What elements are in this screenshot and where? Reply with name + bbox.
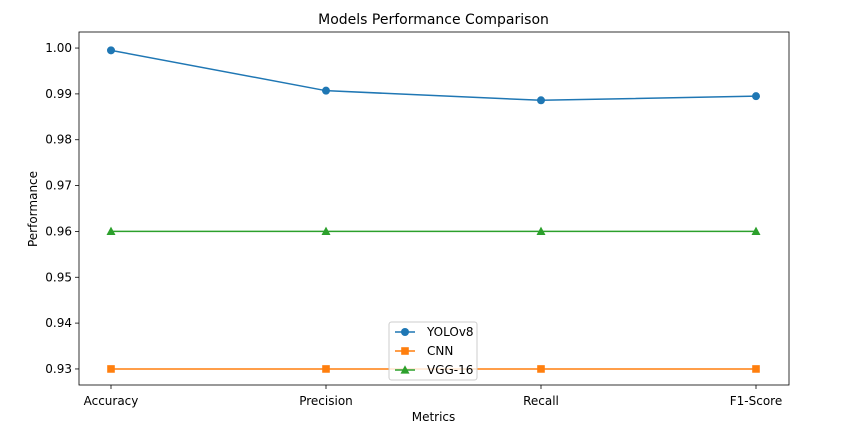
y-tick-label: 1.00 xyxy=(45,41,72,55)
data-point-yolov8 xyxy=(537,96,545,105)
data-point-yolov8 xyxy=(107,46,115,55)
x-tick-label: Precision xyxy=(299,394,353,408)
x-axis-label: Metrics xyxy=(412,410,456,424)
legend-label-yolov8: YOLOv8 xyxy=(426,325,474,339)
y-tick-label: 0.99 xyxy=(45,87,72,101)
series-line-yolov8 xyxy=(110,49,757,102)
data-point-cnn xyxy=(537,365,545,373)
x-tick-label: Recall xyxy=(523,394,559,408)
plot-area: 0.93 0.94 0.95 0.96 0.97 0.98 0.99 1.00 Accuracy… xyxy=(45,31,790,408)
legend-marker-vgg-16 xyxy=(400,365,410,374)
y-tick-label: 0.96 xyxy=(45,224,72,238)
data-point-cnn xyxy=(322,365,330,373)
legend-box xyxy=(388,321,478,381)
y-axis-label: Performance xyxy=(26,171,40,247)
legend-label-vgg-16: VGG-16 xyxy=(427,363,473,377)
y-tick-label: 0.93 xyxy=(45,362,72,376)
y-tick-label: 0.98 xyxy=(45,133,72,147)
data-point-yolov8 xyxy=(322,86,330,95)
data-point-cnn xyxy=(752,365,760,373)
data-point-vgg-16 xyxy=(751,226,761,236)
y-tick-label: 0.97 xyxy=(45,179,72,193)
data-point-vgg-16 xyxy=(106,226,116,236)
legend: YOLOv8 CNN VGG-16 xyxy=(388,321,478,381)
legend-marker-yolov8 xyxy=(401,328,409,336)
data-point-cnn xyxy=(107,365,115,373)
x-tick-label: F1-Score xyxy=(730,394,782,408)
plot-frame xyxy=(78,31,790,386)
chart-title: Models Performance Comparison xyxy=(318,12,549,28)
legend-marker-cnn xyxy=(401,347,409,355)
data-point-yolov8 xyxy=(752,92,760,101)
y-tick-label: 0.95 xyxy=(45,270,72,284)
x-tick-label: Accuracy xyxy=(84,394,139,408)
y-tick-label: 0.94 xyxy=(45,316,72,330)
data-point-vgg-16 xyxy=(321,226,331,236)
data-point-vgg-16 xyxy=(536,226,546,236)
legend-label-cnn: CNN xyxy=(427,344,453,358)
